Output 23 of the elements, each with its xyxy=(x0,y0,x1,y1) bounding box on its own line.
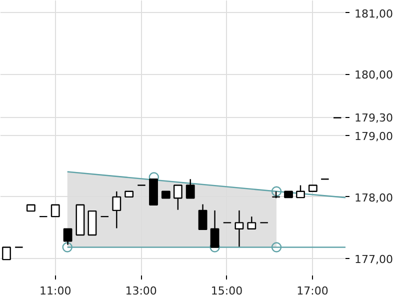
y-tick-label: 179,00 xyxy=(354,130,393,144)
x-tick-label: 13:00 xyxy=(125,284,157,298)
candlestick xyxy=(296,184,305,198)
x-tick-label: 11:00 xyxy=(40,284,72,298)
x-tick-label: 17:00 xyxy=(296,284,328,298)
y-tick-label: 180,00 xyxy=(354,68,393,82)
candlestick xyxy=(112,190,122,229)
y-tick-label: 179,30 xyxy=(354,112,393,125)
candlestick xyxy=(234,210,244,248)
y-tick-label: 177,00 xyxy=(354,252,393,266)
candlestick xyxy=(247,216,256,230)
candlestick xyxy=(186,178,195,199)
point xyxy=(271,242,282,252)
y-tick-label: 181,00 xyxy=(354,7,393,20)
candlestick xyxy=(2,246,11,260)
y-tick-label: 178,00 xyxy=(354,191,393,204)
candlestick xyxy=(173,184,182,210)
point xyxy=(271,186,282,196)
x-tick-label: 15:00 xyxy=(210,284,243,298)
point xyxy=(62,242,72,252)
candlestick xyxy=(50,204,60,218)
candlestick xyxy=(88,210,97,236)
candlestick xyxy=(198,204,208,230)
